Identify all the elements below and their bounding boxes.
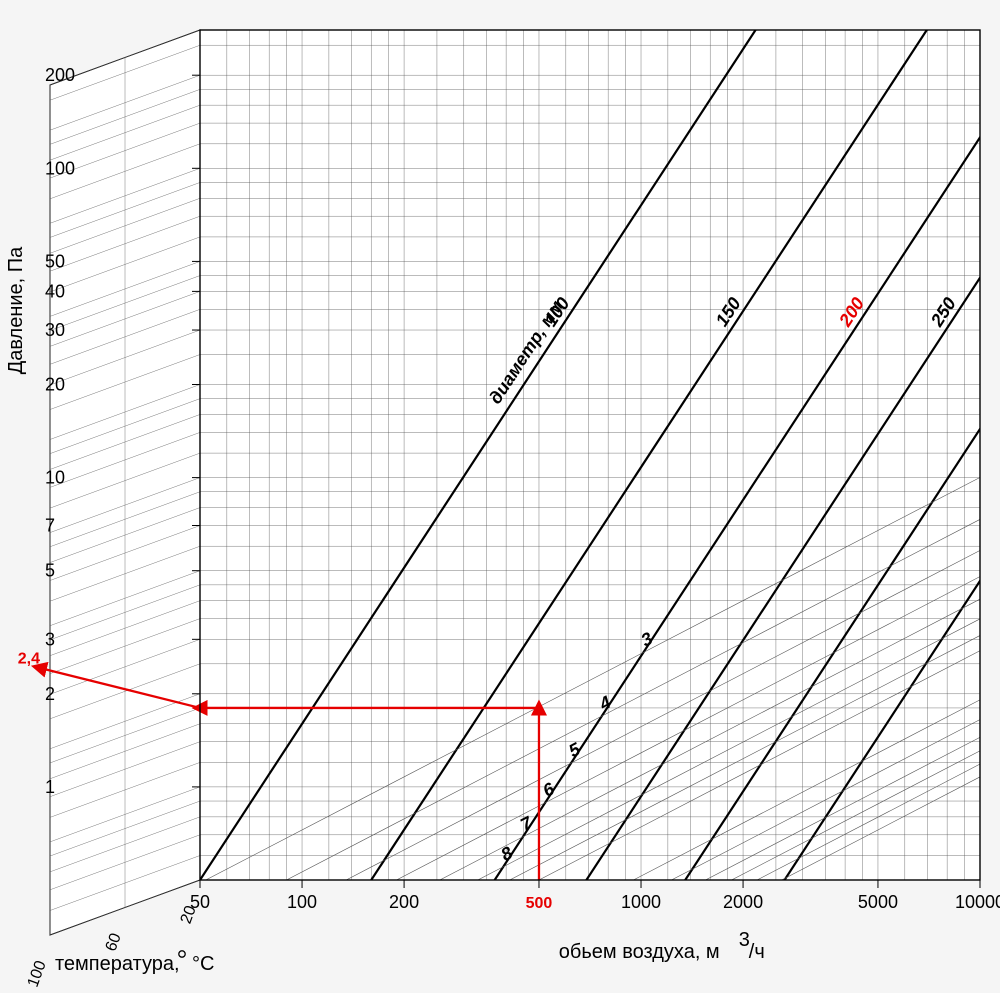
x-tick-100: 100 — [287, 892, 317, 912]
temp-tick-100: 100 — [25, 958, 50, 989]
y-tick-40: 40 — [45, 281, 65, 301]
x-tick-200: 200 — [389, 892, 419, 912]
x-tick-5000: 5000 — [858, 892, 898, 912]
y-tick-1: 1 — [45, 777, 55, 797]
x-axis-ticks: 50 100 200 500 1000 2000 5000 10000 — [190, 880, 1000, 912]
result-y-label: 2,4 — [18, 650, 40, 667]
pressure-nomogram: 100150200250диаметр, мм345678скорость м/… — [0, 0, 1000, 993]
svg-text:температура,: температура, — [55, 953, 180, 975]
y-axis-label: Давление, Па — [5, 246, 27, 374]
svg-text:°C: °C — [192, 953, 214, 975]
svg-text:обьем воздуха, м: обьем воздуха, м — [559, 941, 720, 963]
y-tick-100: 100 — [45, 158, 75, 178]
y-tick-20: 20 — [45, 374, 65, 394]
y-tick-200: 200 — [45, 65, 75, 85]
svg-text:/ч: /ч — [749, 941, 765, 963]
x-tick-2000: 2000 — [723, 892, 763, 912]
x-tick-10000: 10000 — [955, 892, 1000, 912]
x-tick-1000: 1000 — [621, 892, 661, 912]
y-tick-30: 30 — [45, 320, 65, 340]
y-tick-5: 5 — [45, 561, 55, 581]
y-tick-10: 10 — [45, 468, 65, 488]
temp-tick-60: 60 — [103, 931, 125, 954]
y-tick-7: 7 — [45, 516, 55, 536]
temperature-axis-label: температура, °C — [55, 951, 214, 975]
x-axis-label: обьем воздуха, м 3 /ч — [559, 929, 765, 963]
x-tick-500: 500 — [526, 895, 553, 912]
y-tick-50: 50 — [45, 251, 65, 271]
x-tick-50: 50 — [190, 892, 210, 912]
y-tick-2: 2 — [45, 684, 55, 704]
y-tick-3: 3 — [45, 629, 55, 649]
